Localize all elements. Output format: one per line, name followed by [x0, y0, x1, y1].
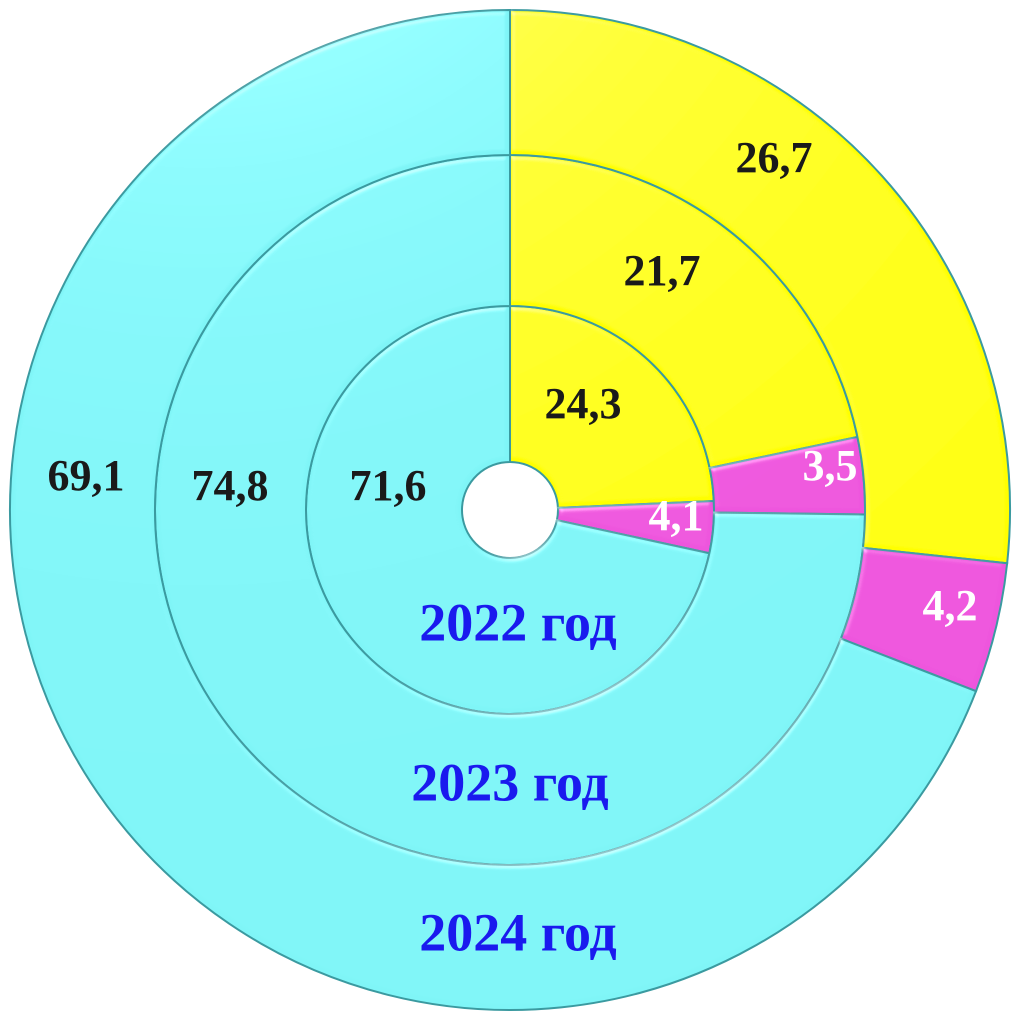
ring-1-slice-1-value-label: 3,5 — [803, 441, 858, 490]
labels-layer: 24,3 4,1 71,6 21,7 3,5 74,8 26,7 4,2 69,1 2022 го… — [48, 133, 978, 962]
ring-1-slice-2-value-label: 74,8 — [192, 461, 269, 510]
ring-2-slice-0-value-label: 26,7 — [736, 133, 813, 182]
ring-0-slice-0-value-label: 24,3 — [545, 379, 622, 428]
ring-0-year-label: 2022 год — [419, 592, 616, 652]
ring-0-slice-2-value-label: 71,6 — [350, 461, 427, 510]
ring-2-slice-2 — [9, 8, 978, 1011]
ring-2-slice-1-value-label: 4,2 — [923, 581, 978, 630]
ring-0-slice-1-value-label: 4,1 — [649, 491, 704, 540]
slices-layer — [9, 8, 1011, 1011]
ring-2-year-label: 2024 год — [419, 902, 616, 962]
ring-1-year-label: 2023 год — [411, 752, 608, 812]
ring-2-slice-2-value-label: 69,1 — [48, 451, 125, 500]
ring-1-slice-0-value-label: 21,7 — [624, 246, 701, 295]
ring-2-slice-0 — [509, 8, 1011, 565]
